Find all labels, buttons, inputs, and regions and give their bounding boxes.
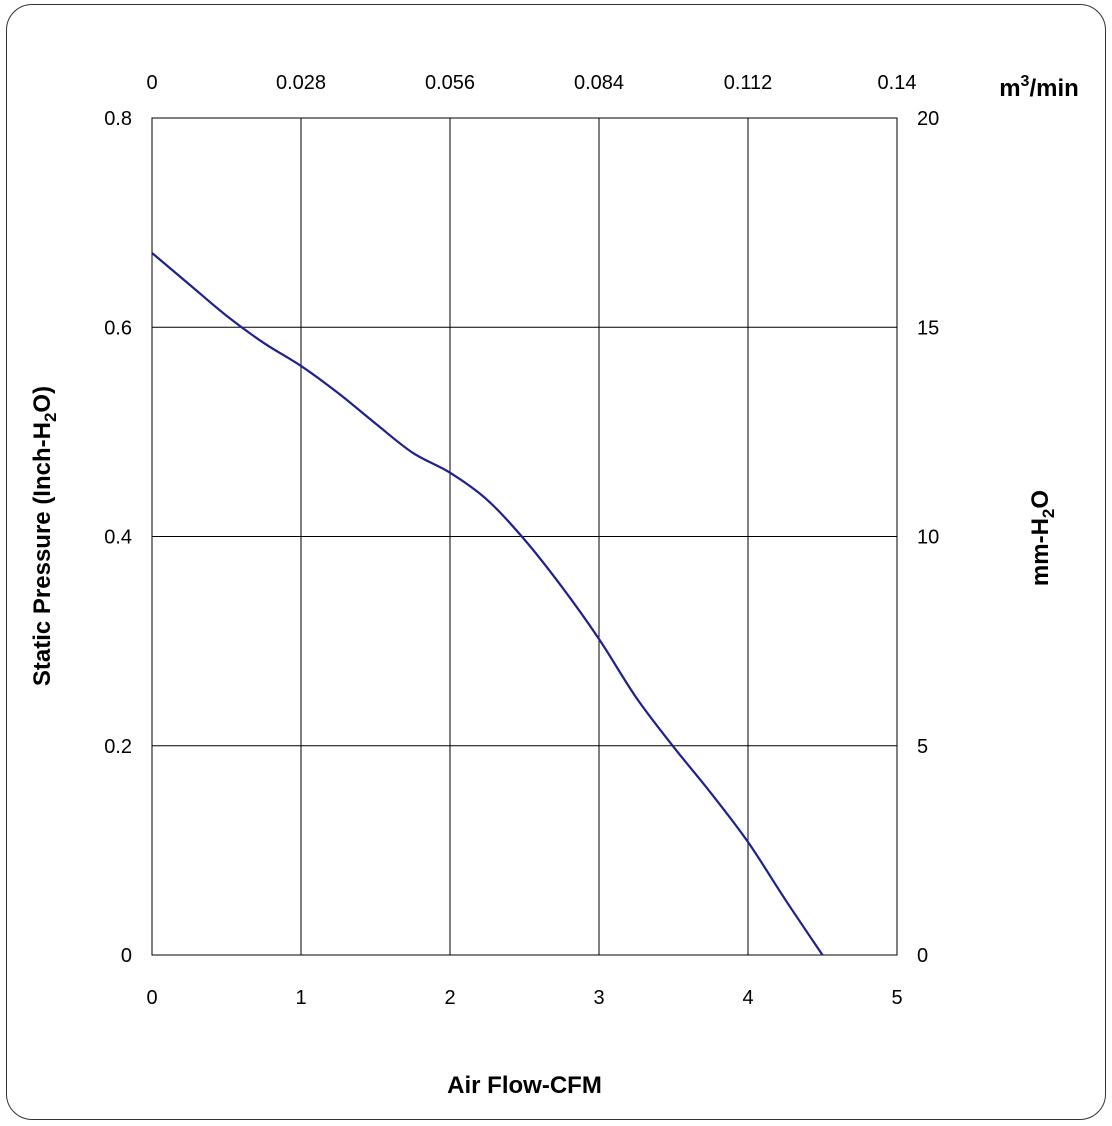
x-axis-title: Air Flow-CFM: [447, 1072, 602, 1099]
x2-axis-title-sup: 3: [1021, 73, 1030, 90]
y-tick-label: 0: [121, 945, 132, 967]
y2-axis-title-sub: 2: [1039, 509, 1058, 518]
y-tick-label: 0.8: [104, 108, 132, 130]
x2-tick-label: 0.14: [878, 72, 917, 94]
chart-frame: [6, 4, 1106, 1120]
x2-axis-title-tail: /min: [1029, 75, 1078, 102]
y-tick-label: 0.2: [104, 736, 132, 758]
x2-tick-label: 0.056: [425, 72, 475, 94]
y-axis-title-sub: 2: [41, 413, 60, 422]
x2-tick-label: 0: [146, 72, 157, 94]
y2-axis-title-tail: O: [1027, 490, 1054, 509]
grid-lines: [152, 118, 897, 955]
y-axis-title: Static Pressure (Inch-H2O): [29, 386, 60, 686]
x-tick-label: 2: [444, 987, 455, 1009]
tick-labels: 0 1 2 3 4 50 0.028 0.056 0.084 0.112 0.1400.20.40.…: [104, 72, 939, 1009]
y2-tick-label: 20: [917, 108, 939, 130]
y2-axis-title-main: mm-H: [1027, 518, 1054, 586]
y-axis-title-tail: O): [29, 386, 56, 413]
x2-tick-label: 0.112: [724, 72, 773, 94]
x2-axis-title: m3/min: [999, 73, 1079, 102]
series-line: [151, 252, 824, 956]
x-tick-label: 1: [295, 987, 306, 1009]
x2-tick-label: 0.028: [276, 72, 326, 94]
x-tick-label: 4: [742, 987, 753, 1009]
x-tick-label: 0: [146, 987, 157, 1009]
y-axis-title-main: Static Pressure (Inch-H: [29, 422, 56, 686]
y2-tick-label: 0: [917, 945, 928, 967]
y-tick-label: 0.6: [104, 317, 132, 339]
y2-axis-title: mm-H2O: [1027, 490, 1058, 586]
x-tick-label: 5: [891, 987, 902, 1009]
y-tick-label: 0.4: [104, 527, 132, 549]
plot-border: [151, 117, 898, 956]
x2-axis-title-main: m: [999, 75, 1020, 102]
x2-tick-label: 0.084: [574, 72, 624, 94]
y2-tick-label: 5: [917, 736, 928, 758]
x-tick-label: 3: [593, 987, 604, 1009]
y2-tick-label: 15: [917, 317, 939, 339]
y2-tick-label: 10: [917, 527, 939, 549]
